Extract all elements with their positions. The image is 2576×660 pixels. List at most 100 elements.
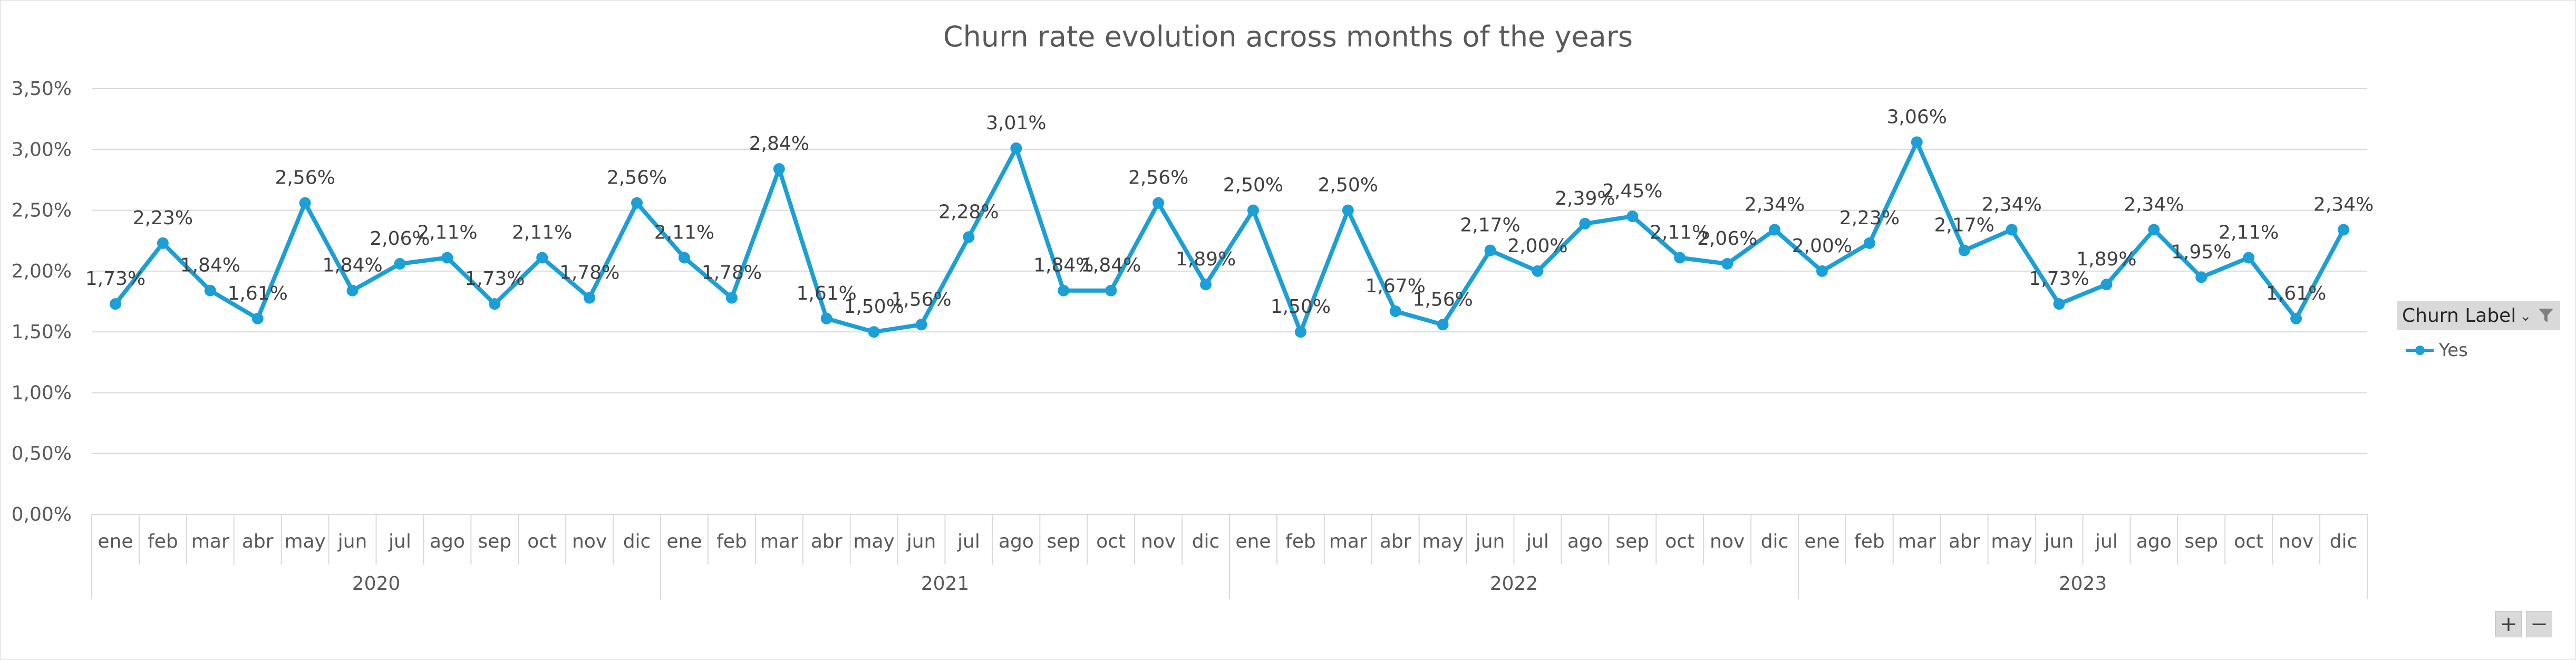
data-labels: 1,73%2,23%1,84%1,61%2,56%1,84%2,06%2,11%… (85, 106, 2374, 318)
data-point[interactable] (584, 292, 596, 304)
gridlines (92, 88, 2367, 515)
x-tick-label-month: oct (1665, 531, 1694, 552)
legend[interactable]: Churn Label ⌄ Yes (2397, 301, 2560, 361)
x-tick-label-month: oct (1096, 531, 1126, 552)
y-tick-label: 1,00% (12, 382, 72, 404)
data-point[interactable] (631, 197, 643, 209)
data-point[interactable] (915, 319, 927, 331)
data-point[interactable] (725, 292, 738, 304)
data-point[interactable] (1579, 217, 1591, 229)
data-label: 2,11% (417, 222, 477, 243)
data-point[interactable] (2243, 252, 2255, 264)
y-tick-label: 0,50% (12, 443, 72, 465)
x-tick-label-month: ene (666, 531, 702, 552)
data-point[interactable] (394, 258, 406, 270)
data-point[interactable] (1153, 197, 1165, 209)
x-tick-label-month: ago (2136, 531, 2172, 552)
x-tick-label-month: jul (388, 531, 411, 552)
data-point[interactable] (2338, 224, 2350, 236)
y-tick-label: 3,00% (12, 139, 72, 160)
data-point[interactable] (1484, 244, 1496, 256)
data-label: 2,56% (1128, 167, 1188, 189)
data-point[interactable] (2290, 312, 2302, 324)
data-label: 1,95% (2171, 241, 2231, 263)
zoom-controls: + − (2495, 611, 2552, 637)
data-point[interactable] (2148, 224, 2160, 236)
data-point[interactable] (251, 312, 264, 324)
series-yes[interactable] (109, 136, 2350, 338)
data-point[interactable] (536, 252, 548, 264)
data-point[interactable] (1389, 305, 1401, 317)
y-tick-label: 0,00% (12, 504, 72, 525)
x-tick-label-month: sep (1615, 531, 1649, 552)
data-point[interactable] (1437, 319, 1449, 331)
legend-header[interactable]: Churn Label ⌄ (2397, 301, 2560, 330)
data-point[interactable] (1674, 252, 1686, 264)
data-point[interactable] (1200, 279, 1212, 291)
x-tick-label-month: abr (1949, 531, 1980, 552)
data-point[interactable] (2195, 271, 2207, 283)
y-tick-label: 2,50% (12, 200, 72, 222)
data-label: 2,23% (133, 207, 193, 229)
x-tick-label-month: may (1422, 531, 1463, 552)
x-tick-label-month: nov (1710, 531, 1745, 552)
data-point[interactable] (1721, 258, 1734, 270)
data-point[interactable] (963, 231, 975, 243)
data-label: 1,89% (2076, 248, 2136, 270)
data-point[interactable] (1863, 237, 1875, 249)
data-point[interactable] (1769, 224, 1781, 236)
data-point[interactable] (1626, 211, 1639, 223)
data-point[interactable] (1911, 136, 1923, 148)
x-tick-label-month: dic (1192, 531, 1220, 552)
data-point[interactable] (1958, 244, 1970, 256)
x-tick-label-month: abr (811, 531, 842, 552)
data-label: 1,84% (1033, 255, 1093, 276)
data-point[interactable] (1532, 265, 1544, 277)
data-point[interactable] (346, 284, 359, 296)
data-point[interactable] (2053, 298, 2065, 310)
data-point[interactable] (441, 252, 453, 264)
data-label: 2,00% (1792, 235, 1852, 257)
data-point[interactable] (489, 298, 501, 310)
data-point[interactable] (1816, 265, 1828, 277)
data-label: 1,73% (85, 268, 146, 290)
data-point[interactable] (1010, 142, 1022, 154)
data-point[interactable] (1058, 284, 1070, 296)
data-point[interactable] (157, 237, 169, 249)
data-point[interactable] (678, 252, 690, 264)
data-point[interactable] (773, 163, 785, 175)
data-point[interactable] (1342, 204, 1354, 216)
data-label: 1,61% (228, 283, 288, 304)
x-tick-label-month: nov (572, 531, 607, 552)
data-point[interactable] (820, 312, 832, 324)
x-tick-label-month: mar (1329, 531, 1367, 552)
data-point[interactable] (109, 298, 121, 310)
data-label: 2,45% (1602, 180, 1662, 202)
zoom-out-button[interactable]: − (2526, 611, 2552, 637)
x-tick-label-month: ago (1567, 531, 1603, 552)
data-point[interactable] (868, 326, 880, 338)
data-point[interactable] (1105, 284, 1117, 296)
series-line-yes[interactable] (113, 140, 2346, 334)
data-point[interactable] (1294, 326, 1306, 338)
x-tick-label-month: ene (1804, 531, 1839, 552)
data-point[interactable] (2006, 224, 2018, 236)
data-point[interactable] (204, 284, 216, 296)
x-tick-label-month: oct (527, 531, 557, 552)
sort-dropdown-icon[interactable]: ⌄ (2519, 307, 2532, 324)
x-tick-label-month: ago (999, 531, 1034, 552)
data-label: 2,00% (1507, 235, 1567, 257)
legend-entry-yes[interactable]: Yes (2397, 340, 2560, 361)
x-tick-label-month: jun (2044, 531, 2074, 552)
x-tick-label-month: abr (242, 531, 274, 552)
x-tick-label-month: sep (2184, 531, 2218, 552)
data-label: 1,84% (180, 255, 240, 276)
filter-icon[interactable] (2537, 307, 2555, 324)
data-label: 1,61% (797, 283, 857, 304)
data-point[interactable] (299, 197, 311, 209)
data-point[interactable] (2100, 279, 2113, 291)
zoom-in-button[interactable]: + (2495, 611, 2522, 637)
data-point[interactable] (1247, 204, 1259, 216)
